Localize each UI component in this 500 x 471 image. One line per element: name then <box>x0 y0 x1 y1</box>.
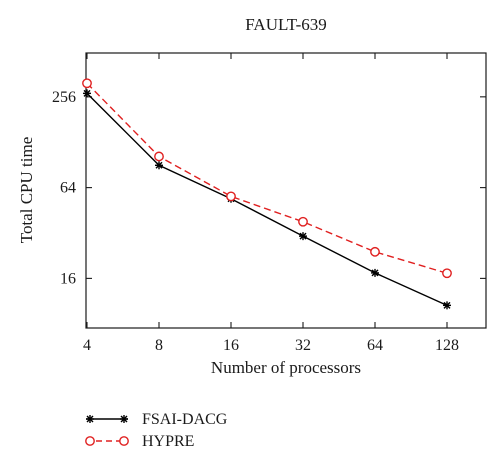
legend-marker <box>85 436 95 446</box>
data-point <box>83 89 91 98</box>
data-point <box>371 268 379 277</box>
x-tick-label: 128 <box>435 337 459 354</box>
legend-item: HYPRE <box>85 433 194 450</box>
x-axis-ticks: 4 8 16 32 64 128 <box>83 53 459 354</box>
series-line <box>86 92 448 306</box>
legend-marker <box>119 436 129 446</box>
y-tick-label: 256 <box>52 89 76 106</box>
chart-title: FAULT-639 <box>245 15 327 34</box>
series-hypre <box>82 78 452 279</box>
legend-label: FSAI-DACG <box>142 411 228 428</box>
data-point <box>298 216 308 227</box>
x-tick-label: 8 <box>155 337 163 354</box>
data-point <box>442 268 452 279</box>
data-point <box>299 232 307 241</box>
series-layer <box>82 78 452 310</box>
data-point <box>82 78 92 89</box>
data-point <box>443 301 451 310</box>
x-tick-label: 64 <box>367 337 383 354</box>
legend-label: HYPRE <box>142 433 194 450</box>
legend-marker <box>86 415 94 423</box>
legend-item: FSAI-DACG <box>86 411 228 428</box>
x-tick-label: 32 <box>295 337 311 354</box>
legend-marker <box>120 415 128 423</box>
data-point <box>154 151 164 162</box>
data-point <box>226 191 236 202</box>
y-axis-label: Total CPU time <box>17 137 36 243</box>
y-tick-label: 64 <box>60 180 76 197</box>
x-axis-label: Number of processors <box>211 358 361 377</box>
data-point <box>155 161 163 170</box>
legend: FSAI-DACG HYPRE <box>85 411 228 450</box>
plot-frame <box>85 52 487 329</box>
series-fsai-dacg <box>83 89 451 310</box>
x-tick-label: 16 <box>223 337 239 354</box>
series-line <box>86 82 448 274</box>
y-tick-label: 16 <box>60 270 76 287</box>
data-point <box>370 246 380 257</box>
x-tick-label: 4 <box>83 337 91 354</box>
y-axis-ticks: 16 64 256 <box>52 89 486 287</box>
